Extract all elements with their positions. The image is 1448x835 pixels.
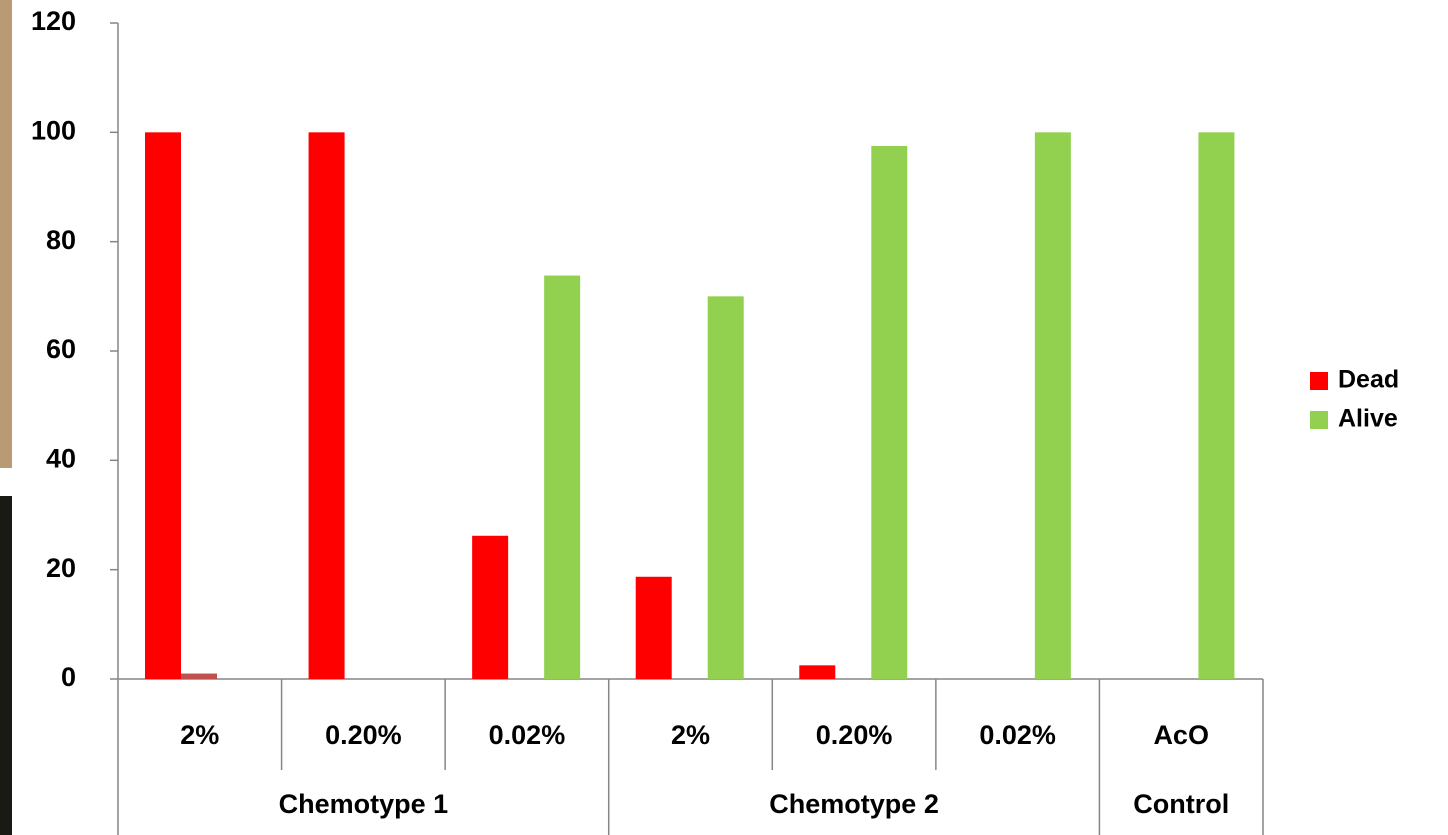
y-tick-label: 20 — [46, 553, 76, 583]
x-tick-label: AcO — [1153, 720, 1209, 750]
y-tick-label: 100 — [31, 115, 76, 145]
group-label: Control — [1133, 789, 1229, 819]
legend-label: Dead — [1338, 366, 1399, 394]
bar — [708, 296, 744, 679]
y-tick-label: 120 — [31, 6, 76, 36]
bar — [472, 536, 508, 679]
background-photo — [0, 0, 12, 468]
bar — [636, 577, 672, 679]
bar — [309, 132, 345, 679]
bar — [871, 146, 907, 679]
x-tick-label: 0.20% — [325, 720, 402, 750]
y-tick-label: 0 — [61, 662, 76, 692]
legend-swatch — [1310, 372, 1328, 390]
bar — [1035, 132, 1071, 679]
legend-label: Alive — [1338, 405, 1398, 433]
x-tick-label: 0.02% — [489, 720, 566, 750]
bar — [1198, 132, 1234, 679]
legend-swatch — [1310, 411, 1328, 429]
x-tick-label: 2% — [180, 720, 219, 750]
y-tick-label: 40 — [46, 443, 76, 473]
bar — [544, 276, 580, 679]
x-tick-label: 2% — [671, 720, 710, 750]
bar — [799, 665, 835, 679]
page: {"chart_data": {"type": "bar", "groups":… — [0, 0, 1448, 835]
group-label: Chemotype 1 — [279, 789, 449, 819]
y-tick-label: 60 — [46, 334, 76, 364]
x-tick-label: 0.20% — [816, 720, 893, 750]
bar — [145, 132, 181, 679]
bar — [181, 674, 217, 679]
chart: 0 20 40 60 80 100 120 2% 0.20% 0.02% Chemotype 1 2%… — [0, 0, 1448, 835]
y-tick-label: 80 — [46, 225, 76, 255]
group-label: Chemotype 2 — [769, 789, 939, 819]
background-photo — [0, 496, 12, 835]
x-tick-label: 0.02% — [979, 720, 1056, 750]
